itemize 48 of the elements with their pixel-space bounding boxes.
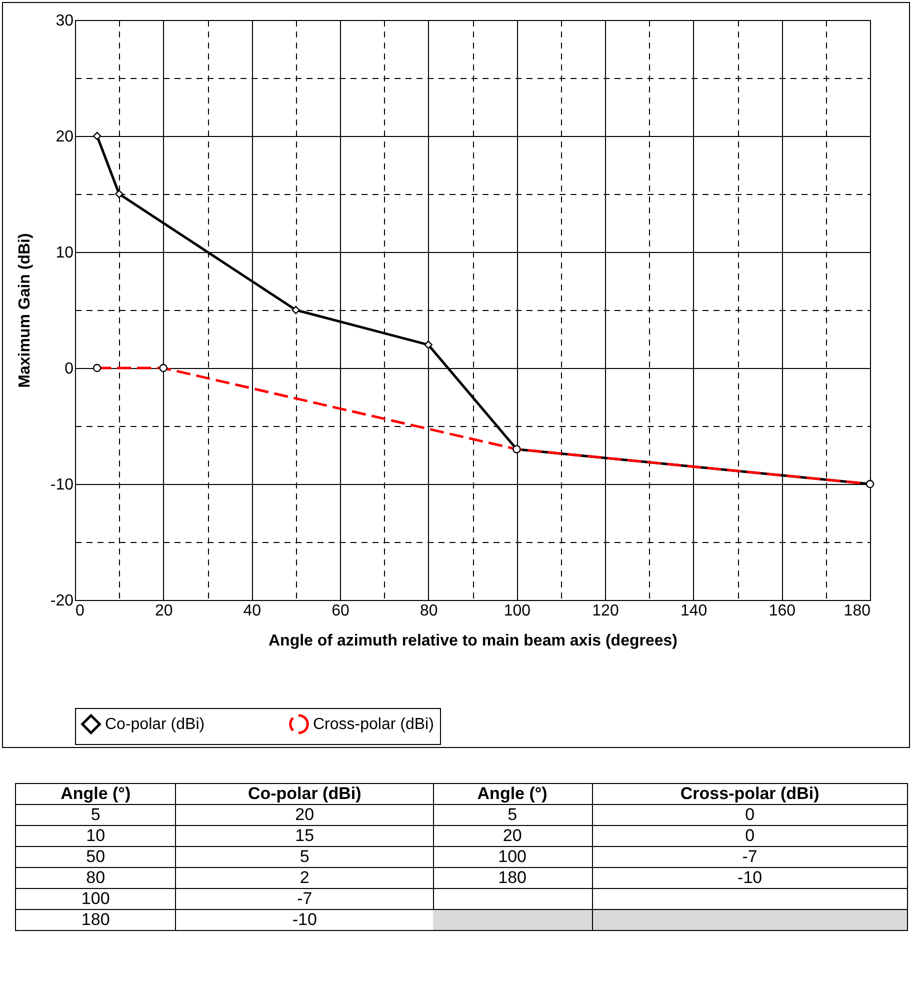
- text: 80: [16, 868, 176, 888]
- legend-label: Cross-polar (dBi): [313, 716, 434, 734]
- x-tick-label: 20: [154, 602, 173, 620]
- text: 5: [433, 804, 592, 826]
- text: 0: [592, 826, 908, 846]
- text: 20: [176, 804, 434, 826]
- text: 100: [16, 888, 176, 910]
- y-tick-label: -10: [50, 476, 74, 494]
- x-tick-label: 60: [332, 602, 350, 620]
- text: Cross-polar (dBi): [592, 784, 908, 804]
- point: [292, 306, 300, 314]
- x-tick-label: 160: [768, 602, 796, 620]
- text: 10: [16, 826, 176, 846]
- text: 180: [433, 868, 592, 888]
- text: 2: [176, 868, 434, 888]
- y-tick-label: -20: [50, 592, 74, 610]
- point: [115, 190, 124, 198]
- text: -10: [176, 910, 434, 930]
- text: 0: [592, 804, 908, 826]
- text: Angle (°): [16, 784, 176, 804]
- x-tick-label: 0: [76, 602, 84, 620]
- x-tick-label: 140: [680, 602, 708, 620]
- point: [92, 132, 102, 140]
- x-tick-label: 40: [243, 602, 262, 620]
- text: -10: [592, 868, 908, 888]
- y-tick-label: 10: [56, 244, 74, 262]
- text: 20: [433, 826, 592, 846]
- text: -7: [592, 846, 908, 868]
- text: 180: [16, 910, 176, 930]
- y-tick-label: 20: [56, 128, 74, 146]
- x-tick-label: 180: [844, 602, 871, 620]
- text: 50: [16, 846, 176, 868]
- point: [424, 340, 432, 349]
- y-tick-label: 0: [64, 360, 74, 378]
- x-tick-label: 100: [504, 602, 531, 620]
- x-axis-title: Angle of azimuth relative to main beam axis (degrees): [268, 632, 678, 650]
- text: Angle (°): [433, 784, 592, 804]
- text: 5: [16, 804, 176, 826]
- y-axis-title: Maximum Gain (dBi): [16, 233, 34, 388]
- text: Co-polar (dBi): [176, 784, 434, 804]
- text: 100: [433, 846, 592, 868]
- text: 5: [176, 846, 434, 868]
- x-tick-label: 80: [420, 602, 438, 620]
- x-tick-label: 120: [592, 602, 619, 620]
- text: -7: [176, 888, 434, 910]
- text: 15: [176, 826, 434, 846]
- y-tick-label: 30: [56, 12, 74, 30]
- legend-label: Co-polar (dBi): [105, 716, 205, 734]
